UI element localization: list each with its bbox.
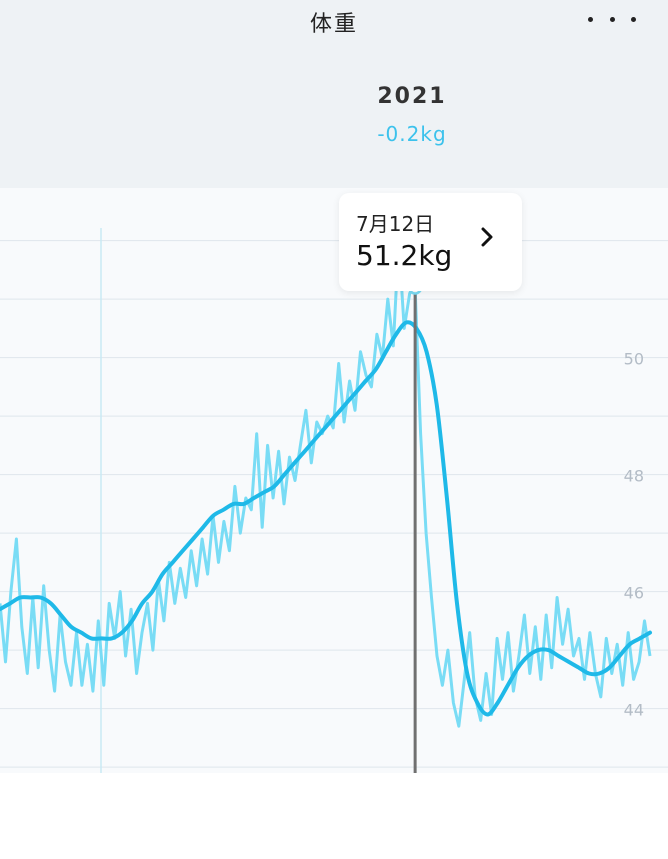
summary-weight-change: -0.2kg — [377, 122, 447, 146]
more-dot — [609, 16, 615, 22]
y-tick-label: 46 — [624, 584, 644, 603]
y-tick-label: 48 — [624, 467, 644, 486]
weight-chart-svg[interactable]: 50 48 46 44 — [0, 188, 668, 773]
page-title: 体重 — [309, 12, 358, 37]
weight-chart[interactable]: 50 48 46 44 — [0, 188, 668, 773]
more-dot — [631, 16, 636, 22]
tooltip-date: 7月12日 — [356, 212, 435, 236]
more-horizontal-icon[interactable] — [588, 12, 636, 26]
summary-year: 2021 — [377, 84, 447, 109]
trend-weight-line — [0, 320, 652, 717]
more-dot — [588, 16, 593, 22]
chevron-right-icon[interactable] — [477, 227, 497, 247]
selected-point-tooltip[interactable]: 7月12日 51.2kg — [339, 193, 522, 291]
y-tick-label: 44 — [624, 701, 644, 720]
tooltip-weight-value: 51.2kg — [356, 239, 453, 272]
y-tick-label: 50 — [624, 350, 644, 369]
header-band — [0, 0, 668, 188]
